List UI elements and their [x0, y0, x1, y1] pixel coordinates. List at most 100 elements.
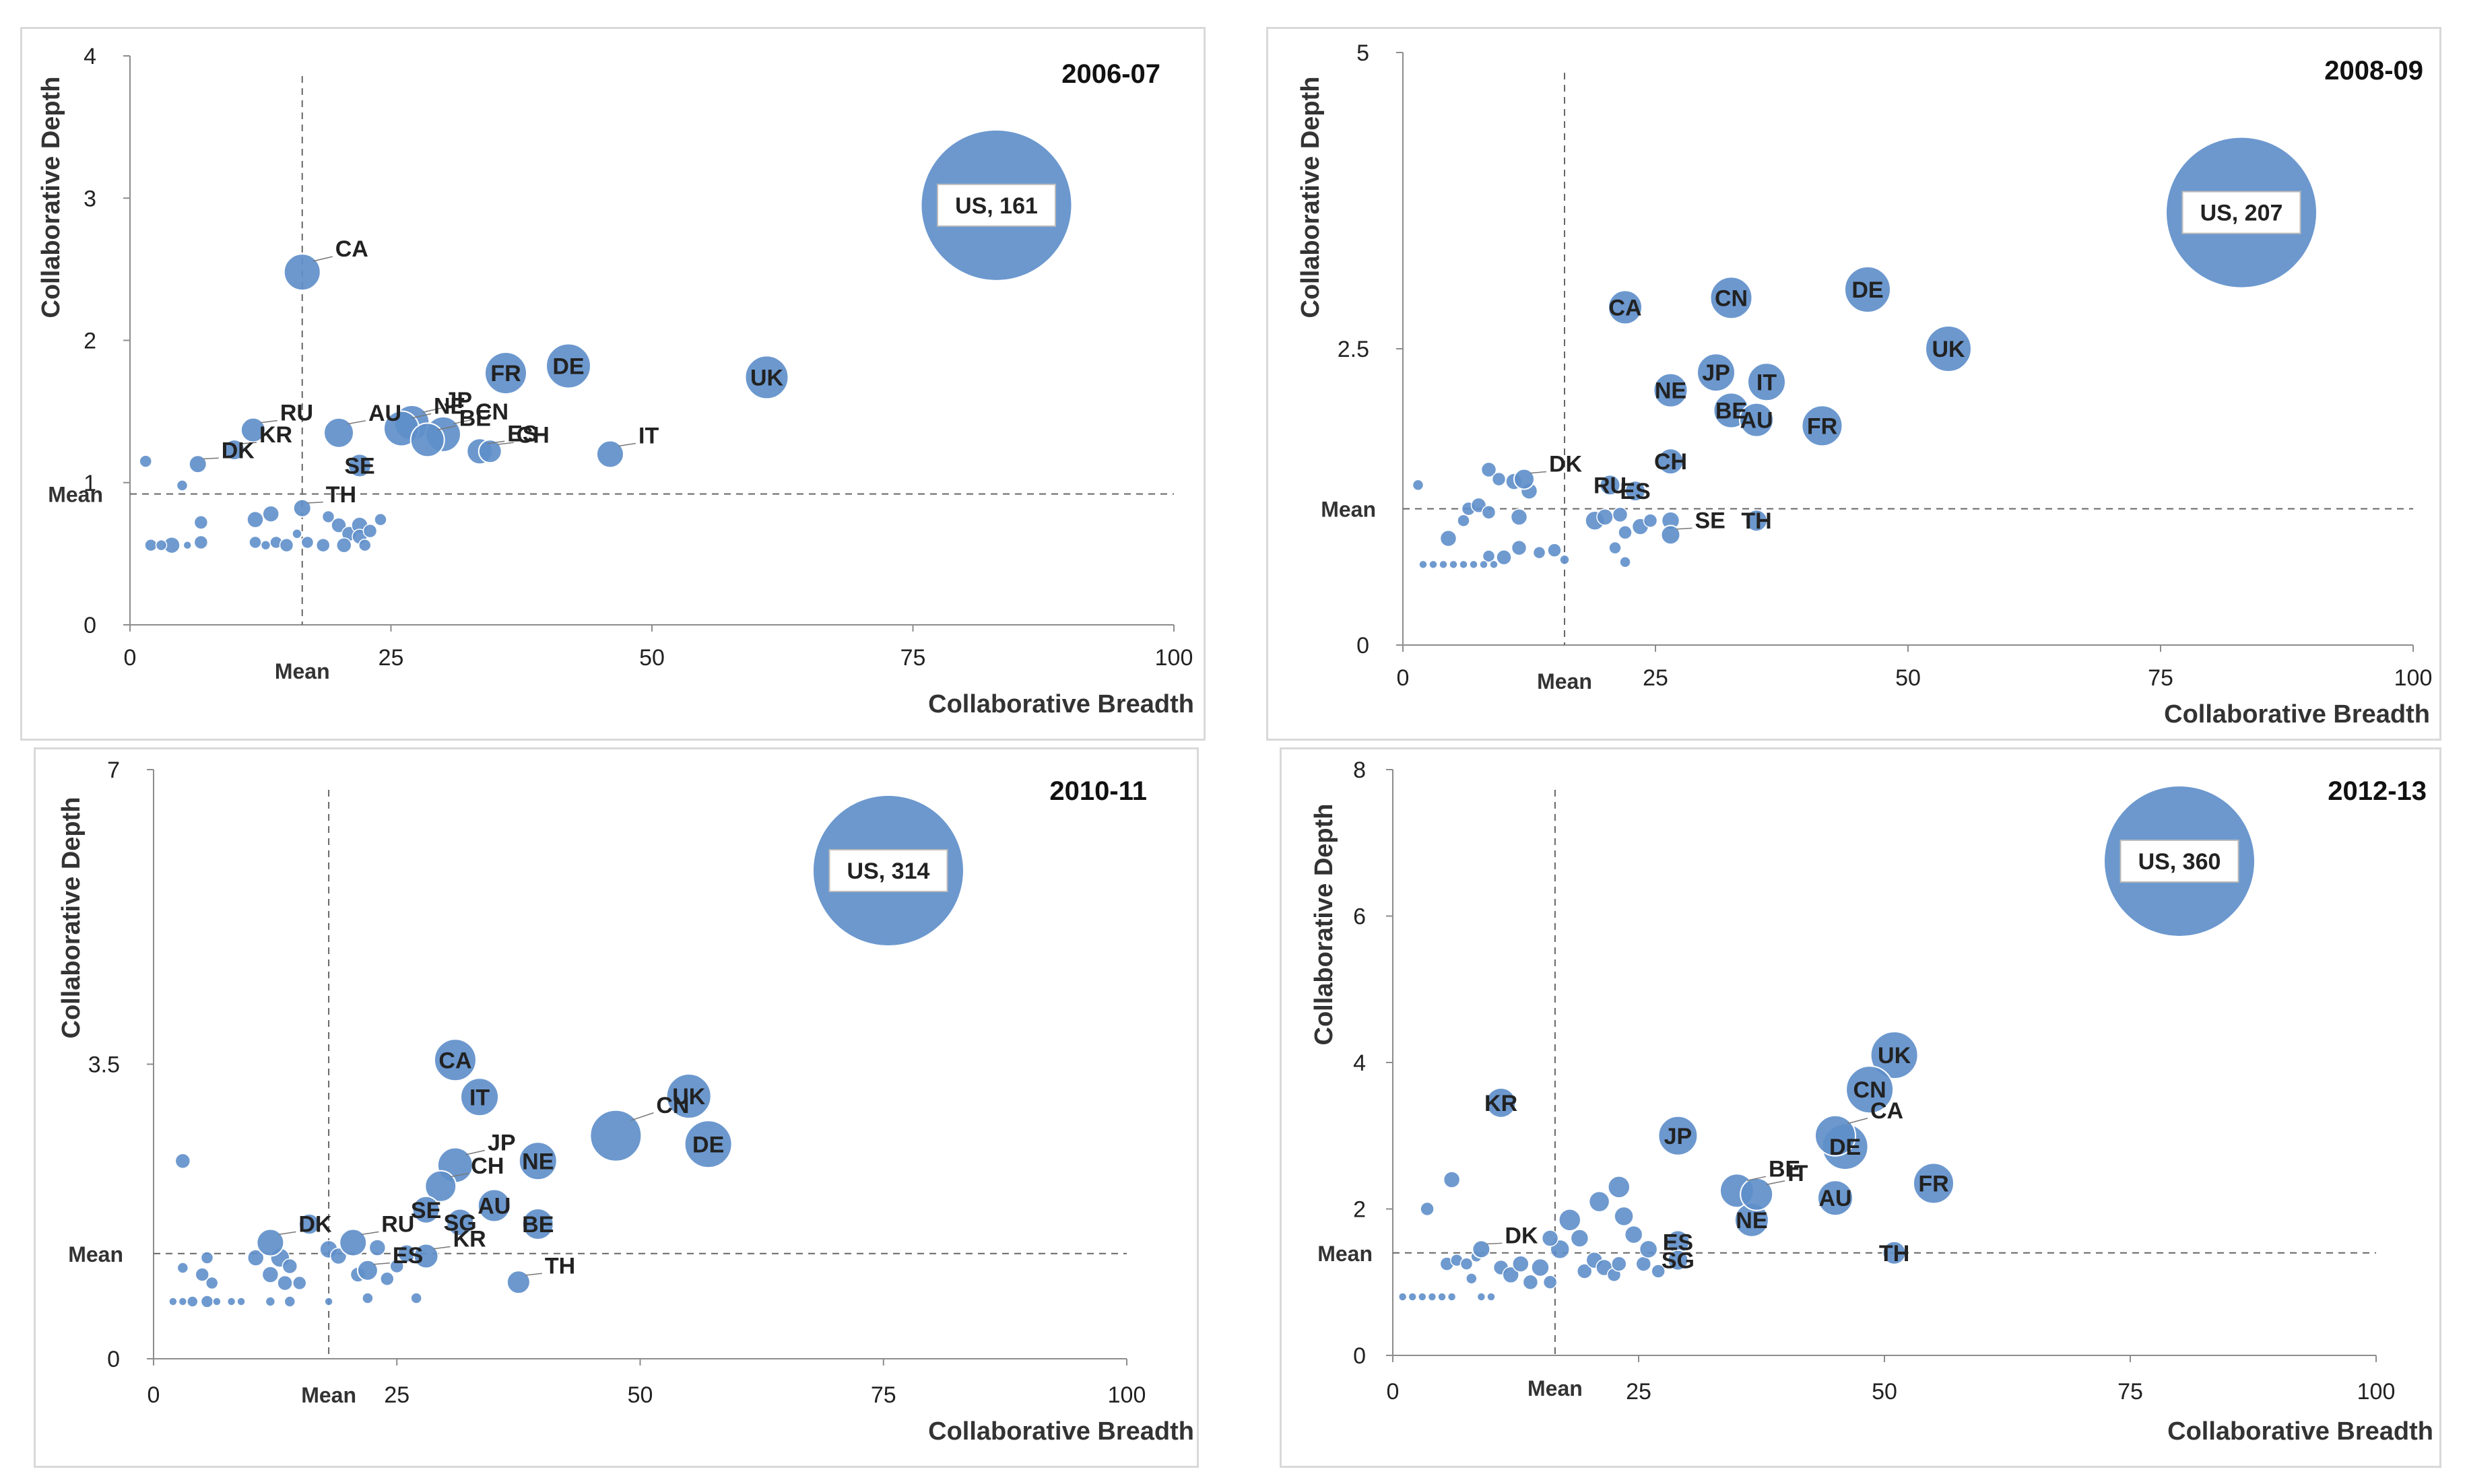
mean-x-label: Mean: [1527, 1376, 1583, 1401]
bubble-label-jp: JP: [488, 1131, 516, 1156]
bubble-label-th: TH: [1741, 508, 1771, 534]
bubble-be: [409, 422, 445, 458]
small-bubble: [324, 1297, 333, 1306]
y-tick-label: 1: [84, 471, 96, 496]
x-axis-title: Collaborative Breadth: [2164, 700, 2430, 729]
bubble-kr: [413, 1243, 439, 1269]
x-tick-label: 25: [1626, 1379, 1651, 1405]
leader-line: [433, 1246, 451, 1250]
y-tick-label: 8: [1353, 757, 1366, 783]
leader-line: [630, 1112, 654, 1121]
x-tick-label: 100: [2357, 1379, 2396, 1405]
x-tick-label: 75: [2117, 1379, 2143, 1405]
small-bubble: [336, 537, 352, 553]
small-bubble: [1476, 1292, 1486, 1302]
small-bubble: [1449, 560, 1458, 570]
small-bubble: [389, 1258, 404, 1274]
bubble-label-ca: CA: [1870, 1098, 1903, 1124]
bubble-label-fr: FR: [1807, 413, 1837, 439]
bubble-se: [348, 453, 372, 478]
small-bubble: [1439, 560, 1448, 570]
bubble-cn: [589, 1109, 643, 1162]
mean-x-label: Mean: [1537, 669, 1592, 694]
small-bubble: [362, 1292, 374, 1304]
leader-line: [1676, 527, 1692, 530]
small-bubble: [1588, 1190, 1610, 1213]
bubble-label-cn: CN: [1715, 285, 1748, 311]
bubble-label-kr: KR: [1484, 1091, 1517, 1116]
bubble-de: [1844, 266, 1891, 313]
leader-line: [1530, 471, 1547, 474]
small-bubble: [331, 517, 347, 533]
small-bubble: [277, 1275, 293, 1291]
us-callout-label: US, 161: [955, 193, 1038, 219]
bubble-label-au: AU: [1740, 408, 1773, 434]
bubble-label-se: SE: [344, 453, 374, 479]
small-bubble: [284, 1295, 296, 1308]
mean-y-label: Mean: [68, 1242, 123, 1267]
small-bubble: [279, 537, 294, 553]
bubble-label-de: DE: [1829, 1135, 1861, 1160]
small-bubble: [1522, 1274, 1539, 1290]
y-tick-label: 3.5: [88, 1052, 120, 1078]
small-bubble: [329, 1247, 348, 1265]
small-bubble: [187, 1295, 199, 1308]
small-bubble: [1619, 556, 1631, 568]
bubble-kr: [224, 439, 245, 461]
bubble-se: [412, 1195, 440, 1224]
bubble-au: [323, 417, 354, 448]
bubble-label-be: BE: [522, 1212, 554, 1238]
bubble-se: [1660, 525, 1681, 545]
bubble-it: [1747, 362, 1786, 402]
x-tick-label: 0: [1397, 665, 1410, 691]
small-bubble: [1614, 1206, 1634, 1227]
small-bubble: [193, 515, 209, 530]
small-bubble: [178, 1297, 188, 1306]
bubble-it: [1740, 1177, 1774, 1211]
small-bubble: [144, 538, 158, 552]
bubble-label-es: ES: [1663, 1229, 1693, 1255]
small-bubble: [1459, 1257, 1474, 1271]
bubble-label-it: IT: [1756, 370, 1777, 395]
small-bubble: [1469, 560, 1478, 570]
bubble-label-jp: JP: [1664, 1124, 1692, 1149]
leader-line: [240, 442, 257, 444]
bubble-ch: [424, 1170, 457, 1203]
small-bubble: [246, 1249, 265, 1267]
bubble-au: [477, 1188, 511, 1223]
bubble-label-be: BE: [459, 405, 491, 431]
small-bubble: [374, 512, 387, 527]
small-bubble: [1466, 1273, 1478, 1285]
x-axis-title: Collaborative Breadth: [2167, 1417, 2433, 1446]
small-bubble: [176, 1262, 189, 1274]
chart-title: 2008-09: [2324, 56, 2423, 86]
leader-line: [373, 1262, 390, 1265]
chart-title: 2010-11: [1049, 776, 1147, 806]
bubble-ru: [240, 417, 266, 443]
small-bubble: [1412, 479, 1424, 492]
bubble-jp: [1697, 353, 1736, 393]
bubble-be: [521, 1208, 554, 1240]
x-tick-label: 100: [1108, 1382, 1146, 1408]
x-axis-title: Collaborative Breadth: [928, 690, 1194, 718]
small-bubble: [1618, 525, 1633, 540]
small-bubble: [1457, 514, 1470, 527]
bubble-label-ru: RU: [1593, 473, 1626, 498]
bubble-label-ca: CA: [438, 1048, 471, 1073]
us-callout-box: [828, 849, 948, 892]
x-tick-label: 50: [639, 645, 665, 671]
small-bubble: [1541, 1229, 1559, 1247]
panel-2012-13: 0 2 4 6 8 0 25 50 75 100 Mean Mean 2012-13 Collaborat…: [1280, 747, 2441, 1468]
small-bubble: [1639, 1240, 1658, 1259]
bubble-label-au: AU: [478, 1194, 511, 1219]
bubble-label-jp: JP: [445, 388, 473, 413]
y-tick-label: 5: [1356, 40, 1369, 66]
x-tick-label: 75: [871, 1382, 896, 1408]
small-bubble: [1479, 560, 1488, 570]
small-bubble: [292, 1275, 307, 1291]
bubble-th: [292, 498, 312, 518]
leader-line: [307, 502, 323, 504]
x-tick-label: 0: [1387, 1379, 1400, 1405]
bubble-fr: [484, 351, 527, 395]
bubble-label-uk: UK: [1878, 1043, 1911, 1069]
